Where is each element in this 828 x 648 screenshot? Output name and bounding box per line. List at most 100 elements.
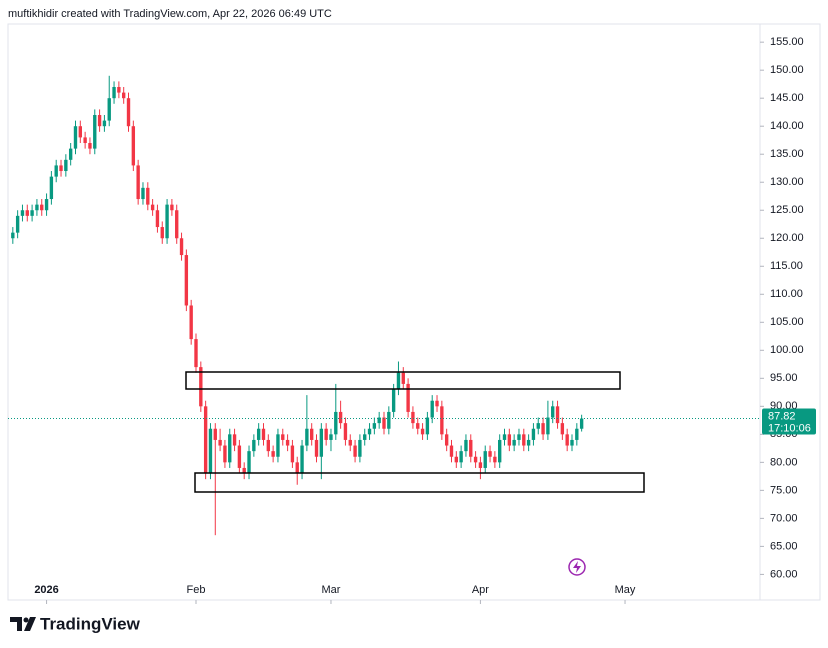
- candle-body: [203, 406, 208, 474]
- y-tick-label: 65.00: [770, 540, 798, 552]
- y-tick-label: 70.00: [770, 512, 798, 524]
- candle-body: [155, 210, 160, 228]
- candle-body: [175, 210, 179, 239]
- candle-body: [102, 120, 107, 127]
- support-box: [194, 472, 645, 493]
- x-tick-label: Mar: [321, 584, 340, 596]
- candle-body: [353, 445, 357, 457]
- candle-body: [189, 305, 193, 340]
- candle-body: [194, 339, 198, 368]
- candle-body: [560, 423, 565, 435]
- y-tick-label: 150.00: [770, 64, 804, 76]
- y-tick-label: 145.00: [770, 92, 804, 104]
- candle-body: [232, 434, 237, 446]
- candle-body: [310, 428, 314, 440]
- candle-body: [11, 232, 15, 239]
- candle-body: [213, 428, 217, 440]
- candle-body: [382, 417, 386, 429]
- candle-body: [396, 372, 401, 390]
- candle-body: [252, 439, 256, 452]
- candle-body: [517, 434, 521, 440]
- candle-body: [20, 210, 25, 216]
- candle-body: [565, 434, 569, 446]
- y-tick-label: 75.00: [770, 484, 798, 496]
- logo-dot: [23, 617, 29, 623]
- candle-body: [498, 439, 502, 463]
- candle-body: [117, 86, 121, 93]
- candle-body: [324, 428, 328, 440]
- candle-body: [401, 372, 405, 384]
- y-tick-label: 155.00: [770, 36, 804, 48]
- candle-body: [68, 148, 73, 160]
- candle-body: [73, 126, 78, 149]
- candle-body: [83, 137, 87, 144]
- candle-body: [425, 417, 430, 435]
- candle-body: [358, 439, 362, 457]
- candle-body: [512, 439, 516, 446]
- plot-area: [11, 75, 584, 536]
- candle-body: [15, 215, 20, 233]
- candle-body: [49, 176, 54, 200]
- candle-body: [285, 439, 290, 446]
- x-tick-label: Apr: [472, 584, 489, 596]
- candle-body: [483, 451, 487, 468]
- candle-body: [184, 255, 189, 306]
- candle-body: [97, 115, 102, 127]
- candle-body: [579, 418, 584, 429]
- event-icon-bolt: [573, 561, 581, 573]
- candle-body: [223, 445, 227, 463]
- candle-body: [507, 434, 512, 446]
- y-tick-label: 135.00: [770, 148, 804, 160]
- candle-body: [449, 445, 454, 457]
- candle-body: [261, 428, 266, 440]
- candle-body: [314, 439, 319, 457]
- candle-body: [300, 445, 304, 474]
- candle-body: [271, 451, 275, 457]
- candle-body: [131, 126, 136, 166]
- candle-body: [78, 126, 82, 138]
- candle-body: [416, 423, 420, 429]
- candle-body: [319, 428, 324, 457]
- candle-body: [478, 462, 483, 468]
- logo: TradingView: [10, 614, 141, 633]
- candle-body: [93, 115, 97, 149]
- candle-body: [387, 411, 391, 429]
- y-tick-label: 80.00: [770, 456, 798, 468]
- candle-body: [536, 423, 540, 429]
- candle-body: [377, 417, 381, 424]
- candle-body: [290, 445, 295, 463]
- candle-body: [54, 165, 58, 177]
- candle-body: [242, 467, 246, 474]
- candle-body: [44, 199, 49, 211]
- candle-body: [531, 428, 536, 440]
- candle-body: [247, 451, 251, 474]
- y-tick-label: 115.00: [770, 260, 803, 272]
- candle-body: [473, 456, 478, 463]
- candle-body: [305, 428, 309, 446]
- candle-body: [112, 86, 116, 99]
- candle-body: [348, 439, 352, 446]
- x-tick-label: 2026: [34, 584, 58, 596]
- candle-body: [541, 423, 545, 435]
- candle-body: [526, 439, 531, 446]
- y-tick-label: 120.00: [770, 232, 804, 244]
- countdown-label: 17:10:06: [768, 422, 811, 434]
- candle-body: [150, 204, 155, 211]
- candle-body: [64, 159, 68, 172]
- y-tick-label: 60.00: [770, 568, 798, 580]
- y-tick-label: 125.00: [770, 204, 804, 216]
- candle-body: [218, 439, 222, 446]
- y-tick-label: 110.00: [770, 288, 803, 300]
- candle-body: [35, 204, 39, 211]
- candle-body: [406, 383, 410, 412]
- candle-body: [338, 411, 343, 424]
- candle-body: [281, 434, 285, 440]
- candle-body: [88, 143, 92, 149]
- last-price-label: 87.82: [768, 410, 796, 422]
- candle-body: [444, 434, 449, 446]
- candle-body: [329, 434, 333, 440]
- candle-body: [435, 400, 439, 407]
- candle-body: [334, 411, 338, 435]
- candle-body: [454, 456, 458, 463]
